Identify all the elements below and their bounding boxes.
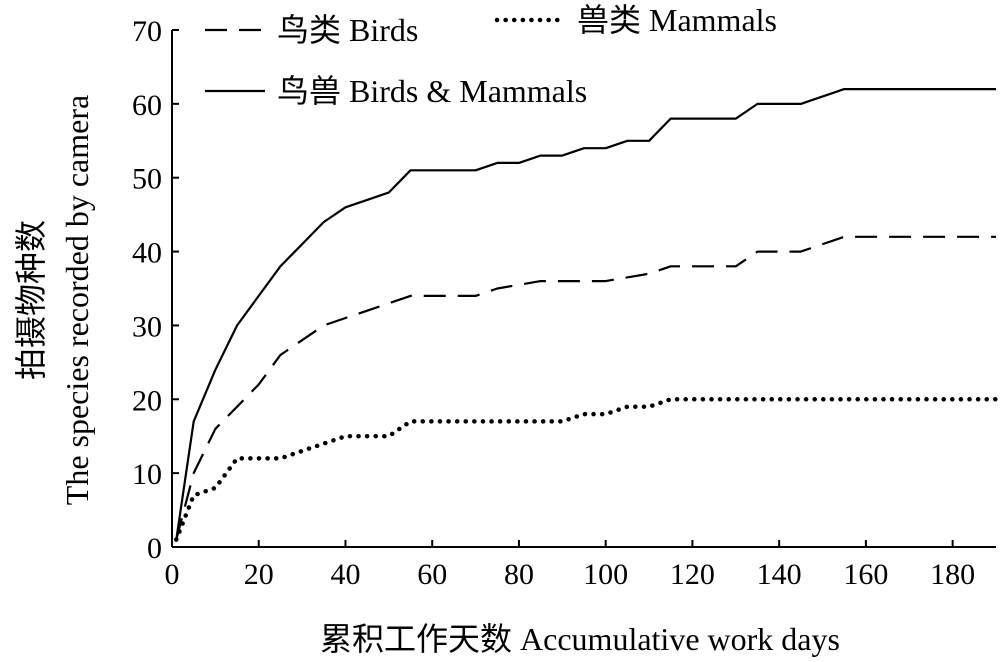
x-tick-label: 100 bbox=[583, 558, 628, 591]
legend: 鸟类 Birds 兽类 Mammals 鸟兽 Birds & Mammals bbox=[205, 2, 777, 109]
y-axis-label-cn: 拍摄物种数 bbox=[13, 220, 49, 380]
x-tick-label: 20 bbox=[244, 558, 274, 591]
x-tick-label: 120 bbox=[670, 558, 715, 591]
y-tick-label: 0 bbox=[147, 532, 162, 565]
y-tick-label: 50 bbox=[132, 163, 162, 196]
legend-label: 兽类 Mammals bbox=[577, 2, 777, 38]
y-tick-label: 10 bbox=[132, 458, 162, 491]
x-tick-label: 40 bbox=[330, 558, 360, 591]
legend-label: 鸟类 Birds bbox=[277, 12, 418, 48]
series-line-dashed bbox=[175, 235, 996, 540]
series-line-solid bbox=[175, 88, 996, 540]
x-tick-label: 180 bbox=[930, 558, 975, 591]
tick-labels: 0 20 40 60 80 100 120 140 160 180 0 10 20 30 40 50 60 70 bbox=[132, 15, 975, 591]
series-line-dotted bbox=[174, 397, 999, 542]
x-tick-label: 0 bbox=[165, 558, 180, 591]
x-tick-label: 140 bbox=[757, 558, 802, 591]
y-tick-label: 70 bbox=[132, 15, 162, 48]
x-tick-label: 160 bbox=[843, 558, 888, 591]
x-tick-label: 80 bbox=[504, 558, 534, 591]
y-tick-label: 30 bbox=[132, 310, 162, 343]
x-axis-label: 累积工作天数 Accumulative work days bbox=[320, 621, 840, 657]
x-tick-label: 60 bbox=[417, 558, 447, 591]
y-tick-label: 40 bbox=[132, 237, 162, 270]
axes bbox=[171, 29, 996, 548]
y-axis-label-en: The species recorded by camera bbox=[59, 95, 95, 505]
y-tick-label: 20 bbox=[132, 384, 162, 417]
legend-label: 鸟兽 Birds & Mammals bbox=[277, 73, 587, 109]
y-tick-label: 60 bbox=[132, 89, 162, 122]
series-group bbox=[174, 88, 999, 542]
